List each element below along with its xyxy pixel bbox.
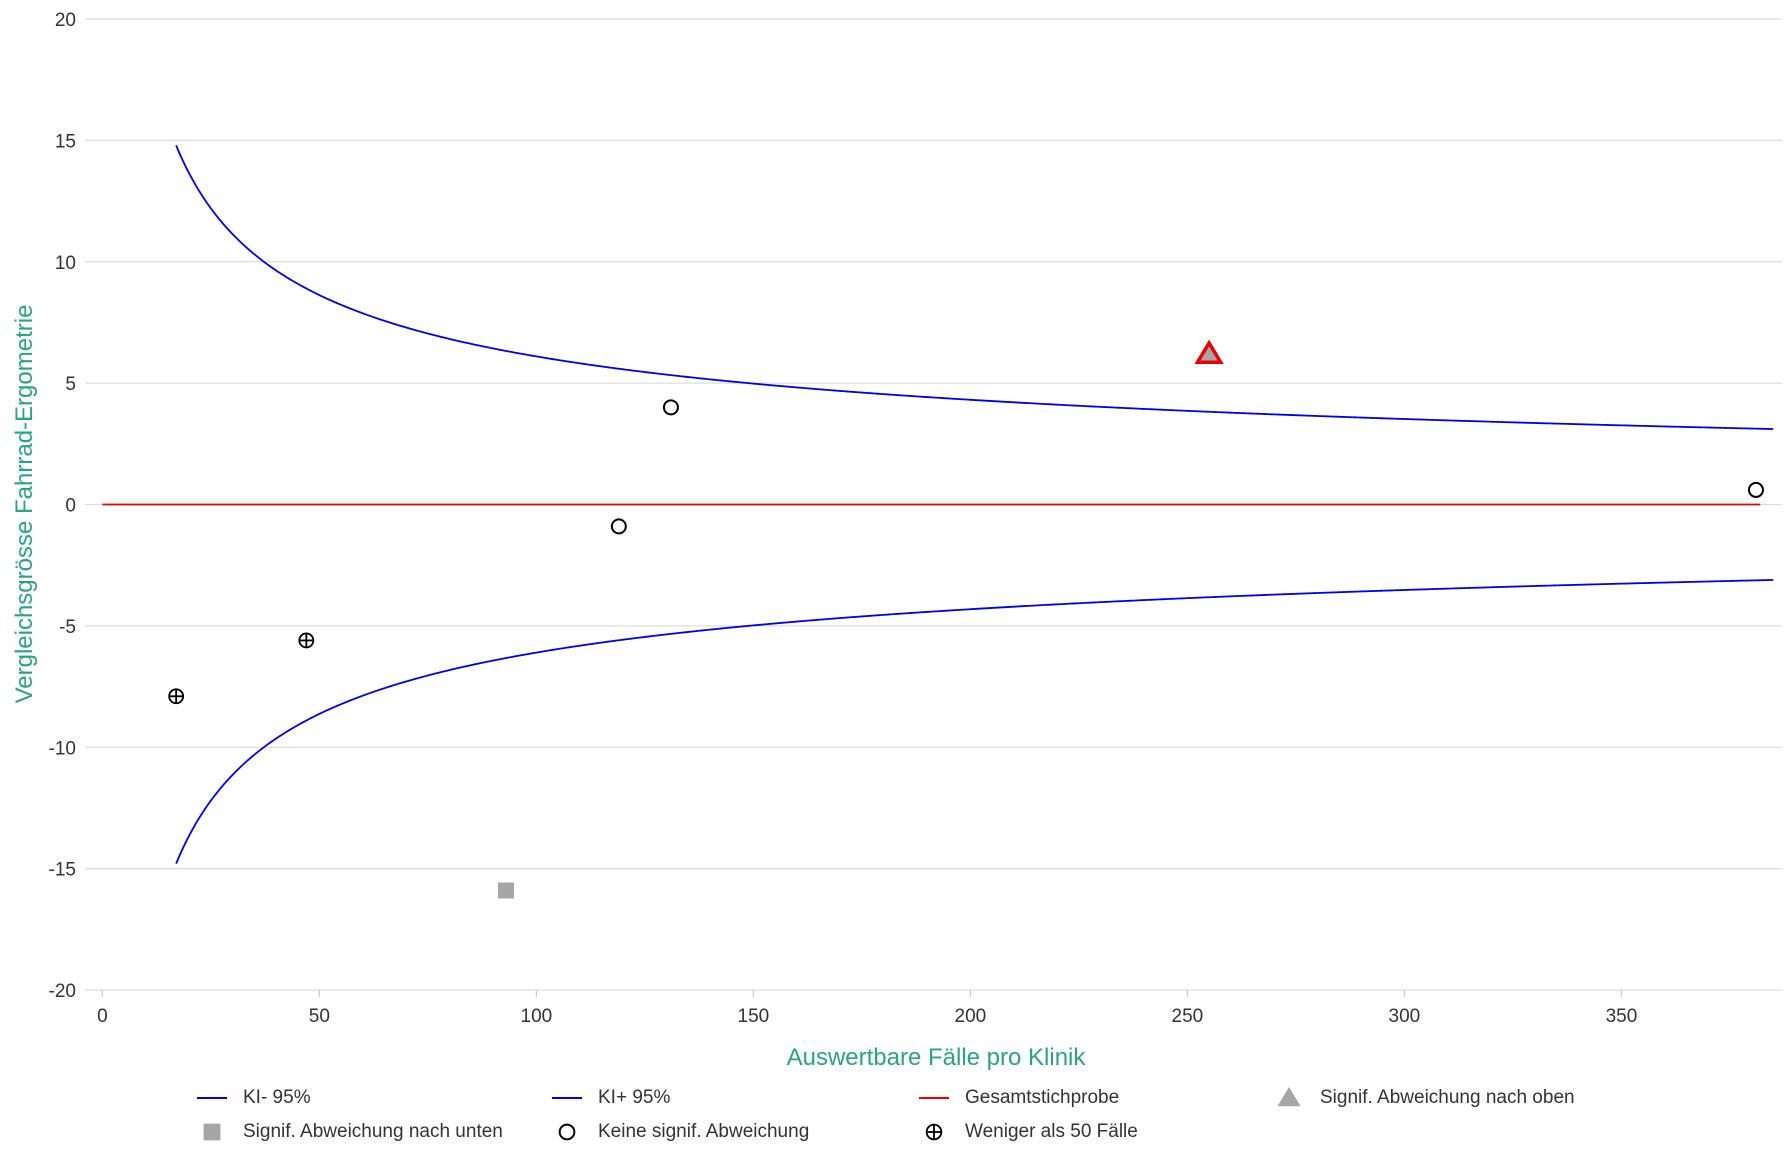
x-axis-title: Auswertbare Fälle pro Klinik	[787, 1044, 1087, 1071]
legend-key-icon	[203, 1123, 221, 1141]
ki-minus-curve	[175, 579, 1774, 864]
data-points	[168, 339, 1764, 899]
legend-label: Signif. Abweichung nach unten	[243, 1121, 503, 1142]
x-tick-label: 250	[1172, 1006, 1204, 1027]
legend-key-icon	[919, 1097, 949, 1099]
legend-key-icon	[552, 1097, 582, 1099]
legend-item: KI+ 95%	[550, 1083, 670, 1113]
data-point	[298, 632, 315, 649]
data-point	[1747, 481, 1764, 498]
x-tick-label: 200	[955, 1006, 987, 1027]
legend-key-icon	[1277, 1087, 1301, 1107]
legend-label: KI+ 95%	[598, 1087, 671, 1108]
series-lines	[102, 145, 1774, 864]
legend-label: KI- 95%	[243, 1087, 311, 1108]
x-tick-label: 350	[1606, 1006, 1638, 1027]
y-tick-label: -15	[49, 860, 76, 881]
y-tick-label: 0	[65, 496, 76, 517]
x-tick-label: 0	[97, 1006, 108, 1027]
ki-plus-curve	[175, 145, 1774, 430]
y-tick-label: 15	[55, 131, 76, 152]
legend-key-icon	[197, 1097, 227, 1099]
point-circle	[1747, 481, 1764, 498]
legend-label: Signif. Abweichung nach oben	[1320, 1087, 1575, 1108]
legend-item: Signif. Abweichung nach unten	[195, 1117, 503, 1147]
point-square	[497, 882, 514, 899]
data-point	[1194, 339, 1224, 364]
data-point	[497, 882, 514, 899]
point-circle	[662, 399, 679, 416]
legend-key-icon	[558, 1123, 576, 1141]
point-circle	[558, 1123, 576, 1141]
point-triangle	[1277, 1087, 1301, 1107]
legend-item: KI- 95%	[195, 1083, 311, 1113]
y-tick-label: -5	[59, 617, 76, 638]
y-axis: 20 15 10 5 0 -5 -10 -15 -20	[49, 10, 76, 1002]
legend-label: Keine signif. Abweichung	[598, 1121, 810, 1142]
point-triangle	[1194, 339, 1224, 364]
legend-label: Gesamtstichprobe	[965, 1087, 1120, 1108]
point-circle	[610, 518, 627, 535]
data-point	[610, 518, 627, 535]
x-tick-label: 150	[738, 1006, 770, 1027]
y-tick-label: -20	[49, 981, 76, 1002]
legend-item: Keine signif. Abweichung	[550, 1117, 809, 1147]
legend-label: Weniger als 50 Fälle	[965, 1121, 1138, 1142]
legend-item: Weniger als 50 Fälle	[917, 1117, 1138, 1147]
y-tick-label: -10	[49, 738, 76, 759]
data-point	[662, 399, 679, 416]
legend-item: Gesamtstichprobe	[917, 1083, 1119, 1113]
y-axis-title: Vergleichsgrösse Fahrrad-Ergometrie	[11, 305, 38, 704]
x-axis: 0 50 100 150 200 250 300 350	[97, 990, 1637, 1027]
x-tick-label: 300	[1389, 1006, 1421, 1027]
point-square	[203, 1123, 221, 1141]
y-tick-label: 20	[55, 10, 76, 31]
legend: KI- 95% KI+ 95% Gesamtstichprobe Signif. Ab…	[195, 1087, 1755, 1168]
y-tick-label: 5	[65, 374, 76, 395]
y-tick-label: 10	[55, 253, 76, 274]
legend-key-icon	[925, 1123, 943, 1141]
x-tick-label: 100	[521, 1006, 553, 1027]
data-point	[168, 688, 185, 705]
legend-item: Signif. Abweichung nach oben	[1272, 1083, 1575, 1113]
x-tick-label: 50	[309, 1006, 330, 1027]
